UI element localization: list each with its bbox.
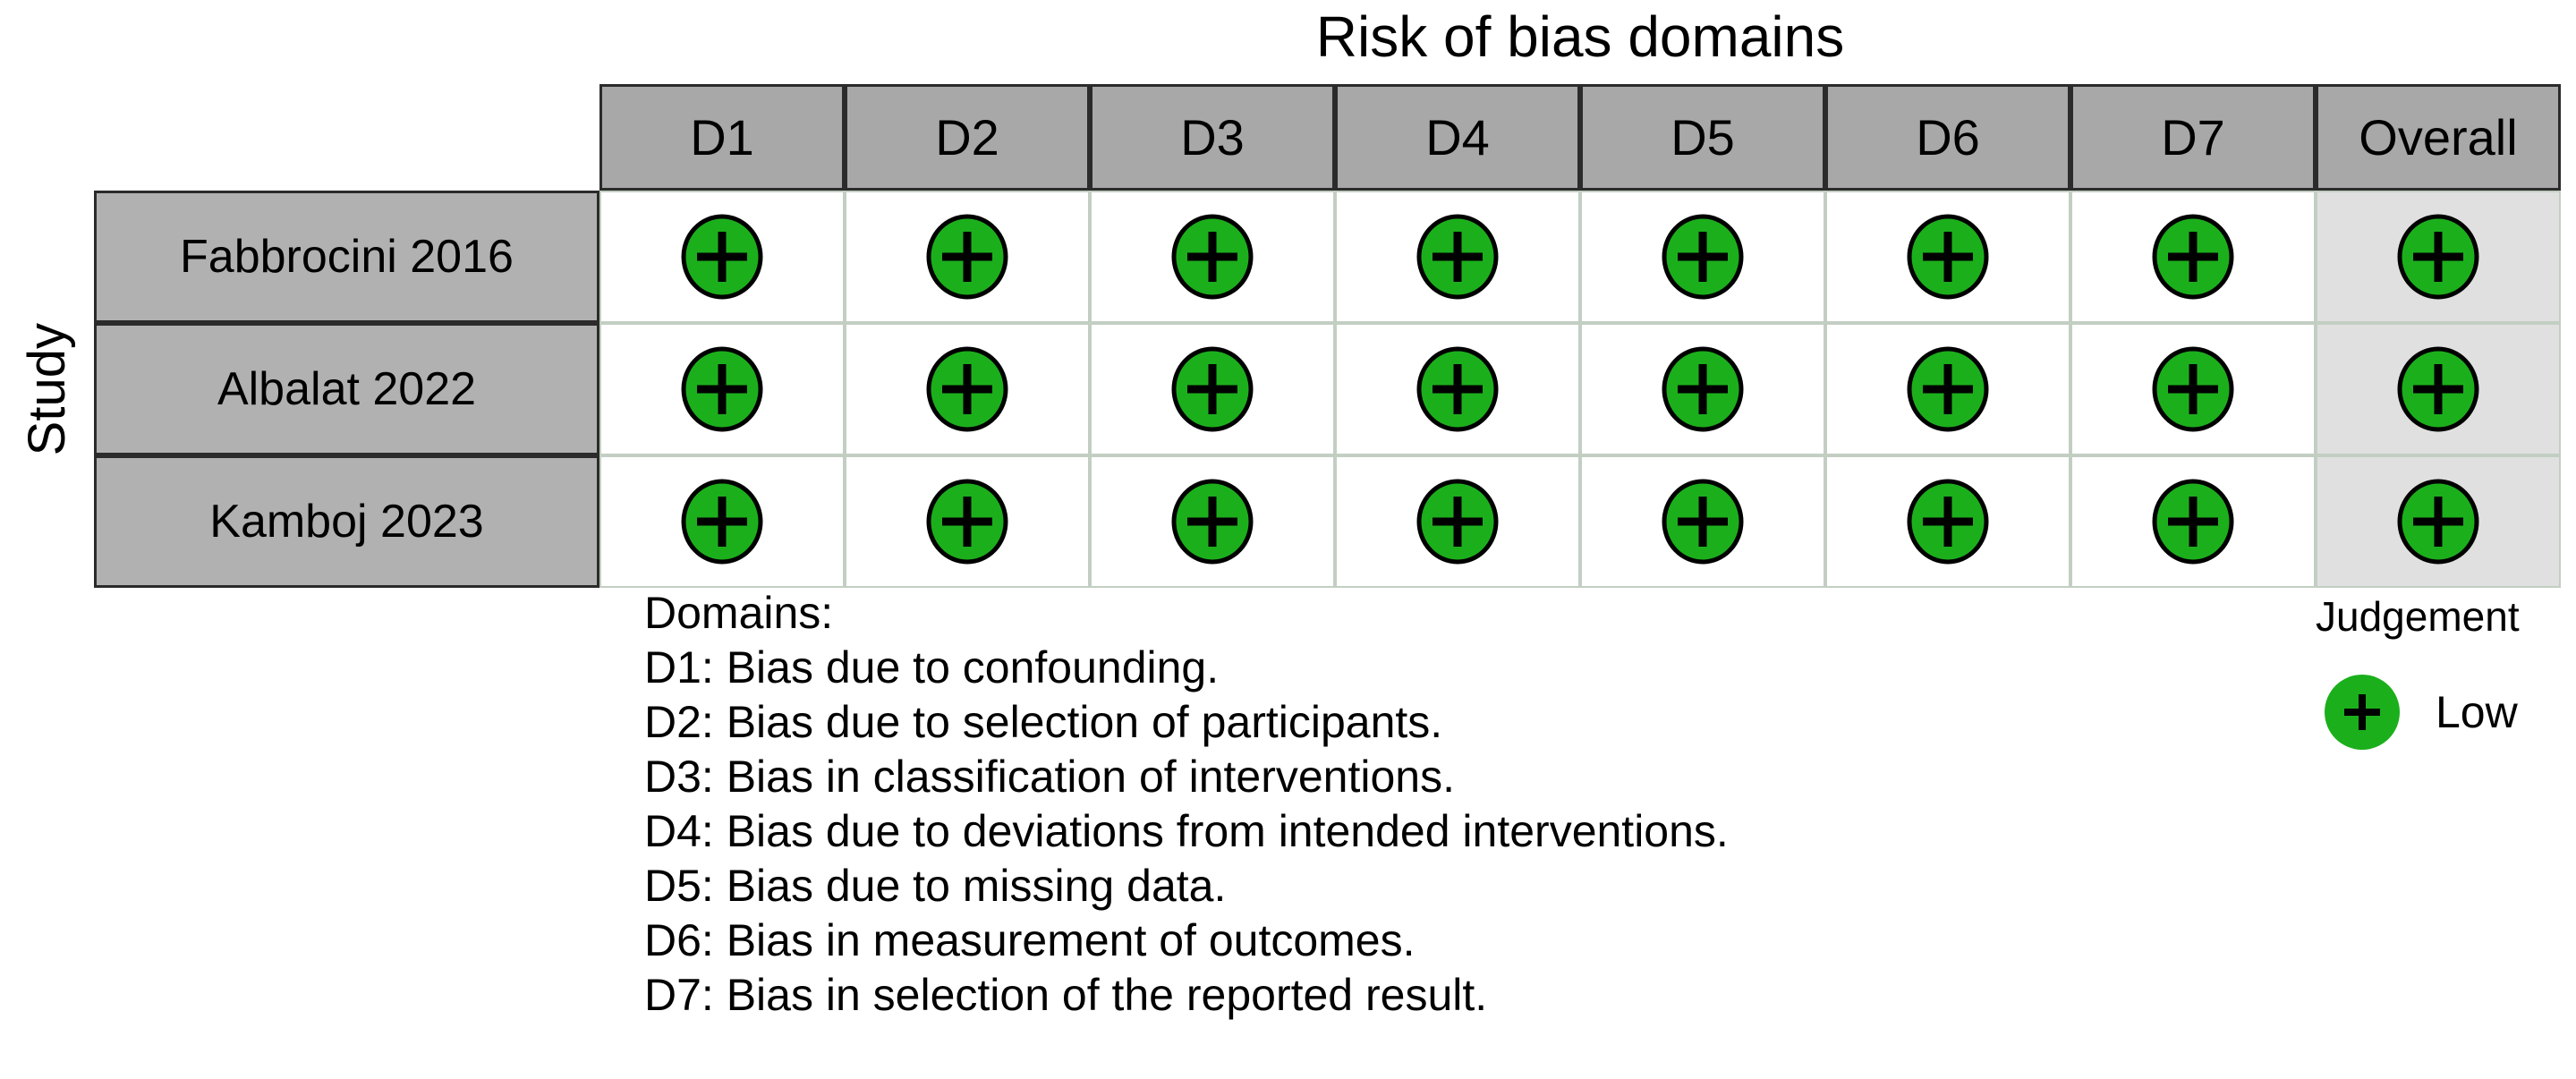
footnote-line: D7: Bias in selection of the reported re… [644, 970, 1488, 1020]
judgement-cell [1825, 191, 2070, 323]
footnote-line: D5: Bias due to missing data. [644, 861, 1227, 911]
judgement-low-icon [926, 479, 1008, 565]
judgement-low-icon [1416, 214, 1499, 300]
judgement-low-icon [2397, 479, 2479, 565]
judgement-cell [2070, 323, 2316, 455]
column-header-d2: D2 [845, 84, 1090, 191]
legend-title: Judgement [2316, 593, 2520, 640]
judgement-low-icon [681, 479, 763, 565]
judgement-cell [1580, 191, 1825, 323]
table-corner-spacer [94, 84, 599, 191]
judgement-low-icon [1907, 214, 1989, 300]
column-header-d3: D3 [1090, 84, 1335, 191]
study-label: Albalat 2022 [94, 323, 599, 455]
judgement-cell [1335, 455, 1580, 588]
judgement-cell [845, 191, 1090, 323]
judgement-low-icon [2325, 675, 2400, 750]
judgement-low-icon [1662, 479, 1744, 565]
judgement-low-icon [1416, 346, 1499, 432]
judgement-cell [1335, 191, 1580, 323]
judgement-low-icon [2397, 346, 2479, 432]
judgement-cell [599, 191, 845, 323]
column-header-d6: D6 [1825, 84, 2070, 191]
judgement-low-icon [2152, 346, 2234, 432]
column-header-d1: D1 [599, 84, 845, 191]
judgement-cell [2070, 455, 2316, 588]
study-label: Fabbrocini 2016 [94, 191, 599, 323]
footnote-line: D6: Bias in measurement of outcomes. [644, 915, 1416, 965]
page-title: Risk of bias domains [1315, 4, 1845, 69]
column-header-d7: D7 [2070, 84, 2316, 191]
footnote-line: D1: Bias due to confounding. [644, 642, 1220, 692]
study-label: Kamboj 2023 [94, 455, 599, 588]
judgement-low-icon [1662, 346, 1744, 432]
column-header-d5: D5 [1580, 84, 1825, 191]
judgement-low-icon [1907, 346, 1989, 432]
judgement-legend: Judgement Low [2273, 592, 2576, 752]
domains-footnote: Domains: D1: Bias due to confounding. D2… [644, 586, 1729, 1023]
judgement-low-icon [1907, 479, 1989, 565]
y-axis-label: Study [0, 191, 93, 588]
judgement-cell [599, 323, 845, 455]
judgement-low-icon [681, 214, 763, 300]
judgement-cell [1825, 323, 2070, 455]
judgement-cell [2070, 191, 2316, 323]
judgement-low-icon [1171, 479, 1254, 565]
judgement-low-icon [926, 346, 1008, 432]
judgement-cell [1090, 323, 1335, 455]
judgement-low-icon [926, 214, 1008, 300]
judgement-cell [1825, 455, 2070, 588]
judgement-cell [1090, 191, 1335, 323]
judgement-cell [845, 455, 1090, 588]
judgement-low-icon [681, 346, 763, 432]
judgement-low-icon [1171, 214, 1254, 300]
judgement-cell [2316, 455, 2561, 588]
judgement-low-icon [1171, 346, 1254, 432]
footnote-line: D4: Bias due to deviations from intended… [644, 806, 1729, 856]
column-header-overall: Overall [2316, 84, 2561, 191]
judgement-cell [845, 323, 1090, 455]
legend-item-low: Low [2273, 673, 2576, 752]
footnote-line: D3: Bias in classification of interventi… [644, 752, 1455, 802]
judgement-cell [2316, 323, 2561, 455]
judgement-low-icon [2397, 214, 2479, 300]
legend-item-label: Low [2436, 687, 2518, 737]
judgement-cell [1090, 455, 1335, 588]
judgement-cell [1335, 323, 1580, 455]
judgement-low-icon [2152, 479, 2234, 565]
judgement-low-icon [2152, 214, 2234, 300]
judgement-cell [1580, 455, 1825, 588]
judgement-low-icon [1416, 479, 1499, 565]
column-header-d4: D4 [1335, 84, 1580, 191]
judgement-cell [2316, 191, 2561, 323]
rob-table: D1 D2 D3 D4 D5 D6 D7 Overall Fabbrocini 2016 Alb… [94, 84, 2561, 588]
footnote-line: D2: Bias due to selection of participant… [644, 697, 1443, 747]
footnote-line: Domains: [644, 588, 834, 638]
y-axis-label-text: Study [17, 322, 76, 456]
judgement-low-icon [1662, 214, 1744, 300]
judgement-cell [599, 455, 845, 588]
judgement-cell [1580, 323, 1825, 455]
